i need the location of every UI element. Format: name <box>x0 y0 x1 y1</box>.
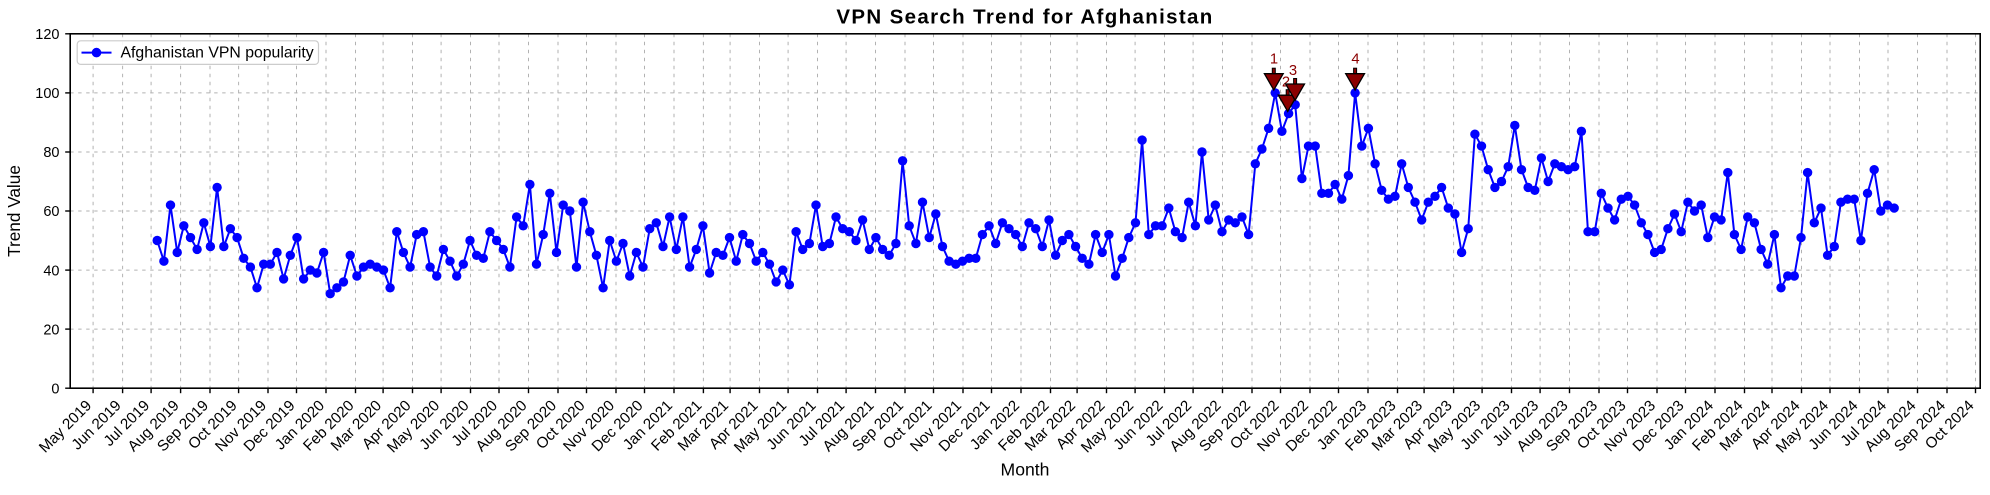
svg-text:1: 1 <box>1270 51 1278 67</box>
svg-text:3: 3 <box>1289 63 1297 79</box>
svg-text:80: 80 <box>43 145 59 161</box>
svg-text:2: 2 <box>1282 75 1290 91</box>
svg-text:4: 4 <box>1351 51 1359 67</box>
svg-text:Afghanistan VPN popularity: Afghanistan VPN popularity <box>121 45 314 62</box>
svg-text:Month: Month <box>1001 459 1050 479</box>
svg-text:120: 120 <box>35 27 59 43</box>
svg-text:20: 20 <box>43 322 59 338</box>
svg-text:100: 100 <box>35 86 59 102</box>
svg-text:0: 0 <box>51 381 59 397</box>
svg-text:40: 40 <box>43 263 59 279</box>
svg-text:VPN Search Trend for Afghanist: VPN Search Trend for Afghanistan <box>836 5 1213 28</box>
svg-text:60: 60 <box>43 204 59 220</box>
svg-text:Trend Value: Trend Value <box>4 165 24 257</box>
